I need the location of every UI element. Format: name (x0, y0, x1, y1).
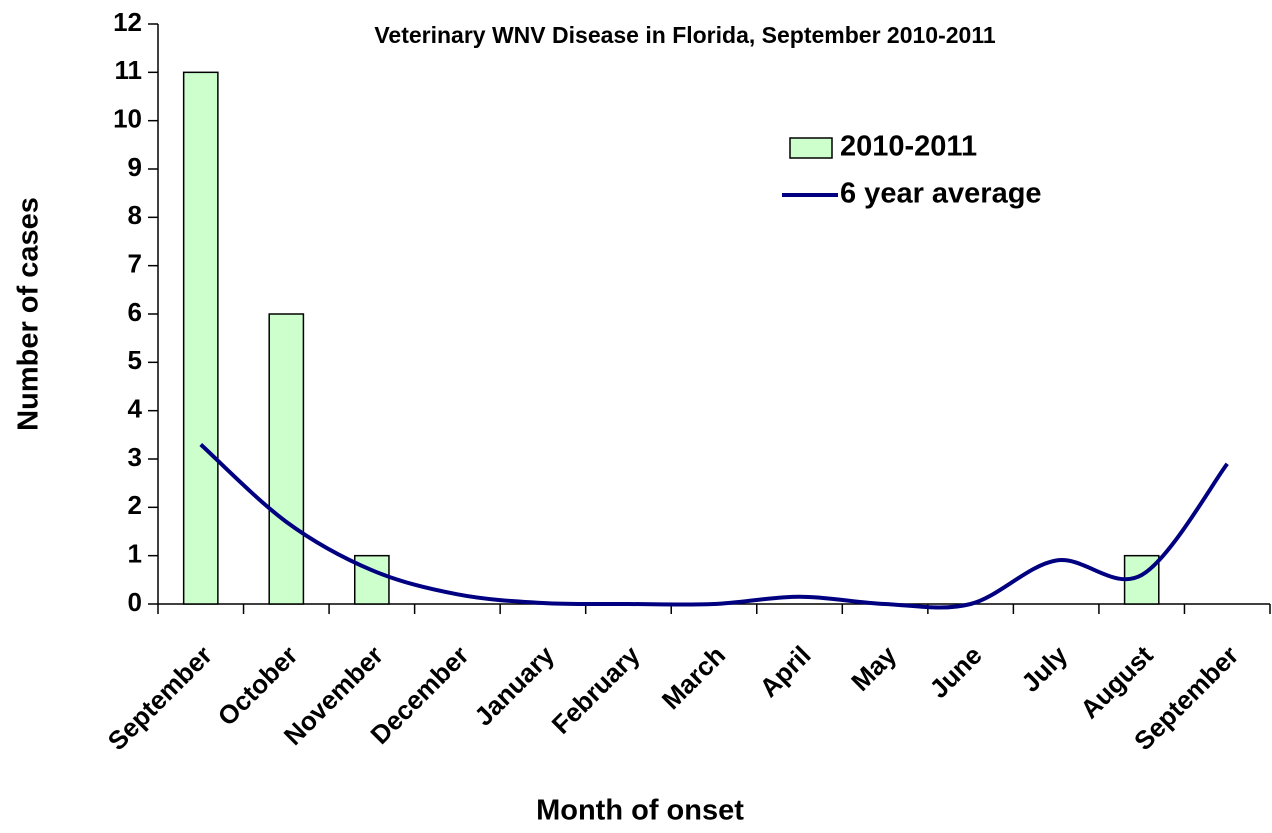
y-tick-label: 10 (113, 104, 142, 134)
x-tick-label: May (845, 640, 902, 697)
x-tick-label: February (546, 640, 646, 740)
y-tick-label: 11 (115, 55, 143, 85)
y-tick-label: 4 (128, 394, 143, 424)
chart-title: Veterinary WNV Disease in Florida, Septe… (374, 22, 996, 48)
x-tick-label: July (1015, 640, 1073, 698)
y-tick-label: 5 (128, 345, 142, 375)
bar (268, 313, 305, 605)
x-tick-label: April (754, 640, 817, 703)
x-axis-label: Month of onset (536, 795, 744, 827)
line (199, 443, 1229, 610)
x-tick-label: August (1074, 640, 1159, 725)
y-tick-label: 8 (128, 200, 142, 230)
x-tick-label: June (924, 640, 988, 704)
y-tick-label: 12 (113, 7, 142, 37)
legend-label: 2010-2011 (840, 131, 977, 163)
y-tick-label: 9 (128, 152, 142, 182)
y-axis-label: Number of cases (13, 197, 45, 431)
x-tick-label: September (102, 640, 218, 756)
bar (182, 71, 219, 605)
y-tick-label: 0 (128, 587, 142, 617)
y-tick-label: 2 (128, 490, 142, 520)
x-tick-label: March (656, 640, 731, 715)
y-tick-label: 7 (128, 249, 142, 279)
y-tick-label: 3 (128, 442, 142, 472)
y-tick-label: 1 (128, 539, 142, 569)
legend-label: 6 year average (840, 178, 1042, 210)
bar (353, 554, 390, 605)
y-tick-label: 6 (128, 297, 142, 327)
legend-swatch (789, 137, 833, 159)
